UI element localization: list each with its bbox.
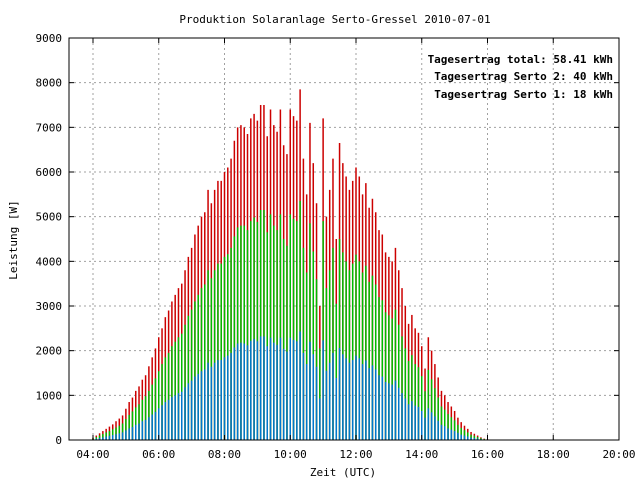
plot-frame bbox=[68, 37, 620, 441]
y-tick-label: 0 bbox=[55, 434, 62, 447]
x-tick-label: 04:00 bbox=[76, 448, 109, 461]
y-tick-label: 2000 bbox=[36, 345, 63, 358]
legend: Tagesertrag total: 58.41 kWh Tagesertrag… bbox=[428, 53, 613, 101]
y-tick-label: 6000 bbox=[36, 166, 63, 179]
y-tick-label: 7000 bbox=[36, 121, 63, 134]
y-tick-label: 8000 bbox=[36, 77, 63, 90]
x-tick-label: 16:00 bbox=[471, 448, 504, 461]
y-tick-label: 4000 bbox=[36, 255, 63, 268]
x-axis-label: Zeit (UTC) bbox=[310, 466, 376, 479]
y-axis-label: Leistung [W] bbox=[7, 200, 20, 279]
x-tick-label: 18:00 bbox=[537, 448, 570, 461]
legend-entry-total: Tagesertrag total: 58.41 kWh bbox=[428, 53, 613, 66]
bars bbox=[92, 89, 489, 440]
x-tick-label: 08:00 bbox=[208, 448, 241, 461]
y-tick-label: 1000 bbox=[36, 389, 63, 402]
x-tick-label: 10:00 bbox=[274, 448, 307, 461]
legend-entry-serto-2: Tagesertrag Serto 2: 40 kWh bbox=[434, 70, 613, 83]
legend-entry-serto-1: Tagesertrag Serto 1: 18 kWh bbox=[434, 88, 613, 101]
x-tick-label: 14:00 bbox=[405, 448, 438, 461]
axis-ticks: 0 1000 2000 3000 4000 5000 6000 7000 8000 9000 04:… bbox=[36, 32, 636, 461]
x-tick-label: 12:00 bbox=[339, 448, 372, 461]
y-tick-label: 9000 bbox=[36, 32, 63, 45]
x-tick-label: 06:00 bbox=[142, 448, 175, 461]
y-tick-label: 5000 bbox=[36, 211, 63, 224]
chart-title: Produktion Solaranlage Serto-Gressel 201… bbox=[179, 13, 490, 26]
y-tick-label: 3000 bbox=[36, 300, 63, 313]
x-tick-label: 20:00 bbox=[602, 448, 635, 461]
